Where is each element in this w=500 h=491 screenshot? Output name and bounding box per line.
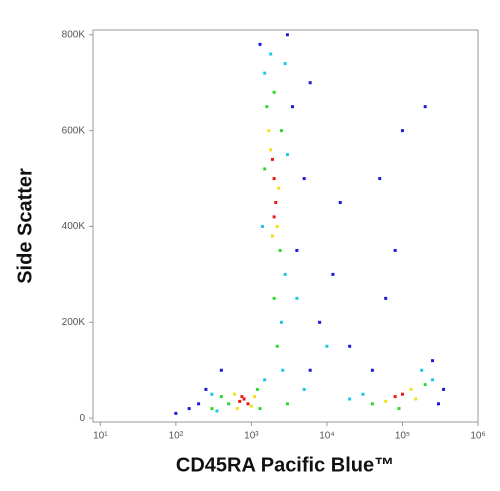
point <box>279 320 283 324</box>
point <box>269 148 273 152</box>
y-tick-label: 600K <box>62 125 86 136</box>
point <box>295 296 299 300</box>
point <box>431 378 435 382</box>
point <box>285 402 289 406</box>
point <box>393 395 397 399</box>
point <box>409 387 413 391</box>
x-tick-label: 10⁴ <box>319 431 334 442</box>
point <box>265 105 269 109</box>
x-tick-label: 10⁵ <box>395 431 410 442</box>
point <box>437 402 441 406</box>
point <box>420 368 424 372</box>
point <box>302 387 306 391</box>
point <box>270 234 274 238</box>
point <box>442 387 446 391</box>
plot-frame <box>92 29 479 423</box>
point <box>285 153 289 157</box>
point <box>295 248 299 252</box>
point <box>210 407 214 411</box>
point <box>197 402 201 406</box>
point <box>258 42 262 46</box>
point <box>267 129 271 133</box>
point <box>278 248 282 252</box>
x-axis-title: CD45RA Pacific Blue™ <box>176 454 394 476</box>
point <box>308 81 312 85</box>
point <box>227 402 231 406</box>
point <box>279 129 283 133</box>
point <box>260 224 264 228</box>
point <box>397 407 401 411</box>
point <box>384 399 388 403</box>
point <box>219 368 223 372</box>
point <box>285 33 289 37</box>
point <box>302 177 306 181</box>
point <box>240 395 244 399</box>
point <box>423 383 427 387</box>
point <box>290 105 294 109</box>
point <box>253 395 257 399</box>
point <box>275 224 279 228</box>
y-tick-label: 800K <box>62 29 86 40</box>
point <box>204 387 208 391</box>
y-axis-title: Side Scatter <box>14 168 36 284</box>
point <box>283 62 287 66</box>
point <box>274 201 278 205</box>
point <box>308 368 312 372</box>
point <box>281 368 285 372</box>
point <box>269 52 273 56</box>
point <box>263 71 267 75</box>
point <box>423 105 427 109</box>
point <box>215 409 219 413</box>
point <box>272 296 276 300</box>
point <box>378 177 382 181</box>
y-tick-label: 0 <box>79 413 85 424</box>
point <box>233 392 237 396</box>
point <box>219 395 223 399</box>
point <box>414 397 418 401</box>
point <box>249 404 253 408</box>
point <box>325 344 329 348</box>
point <box>370 402 374 406</box>
point <box>348 397 352 401</box>
point <box>275 344 279 348</box>
point <box>246 402 250 406</box>
x-tick-label: 10² <box>169 431 184 442</box>
point <box>348 344 352 348</box>
point <box>258 407 262 411</box>
point <box>272 177 276 181</box>
y-tick-label: 200K <box>62 317 86 328</box>
point <box>400 129 404 133</box>
point <box>361 392 365 396</box>
point <box>283 272 287 276</box>
point <box>270 157 274 161</box>
x-tick-label: 10¹ <box>93 431 108 442</box>
point <box>235 407 239 411</box>
point <box>338 201 342 205</box>
x-tick-label: 10⁶ <box>470 431 485 442</box>
point <box>277 186 281 190</box>
point <box>242 397 246 401</box>
point <box>400 392 404 396</box>
point <box>187 407 191 411</box>
x-tick-label: 10³ <box>244 431 259 442</box>
y-tick-label: 400K <box>62 221 86 232</box>
point <box>263 378 267 382</box>
point <box>331 272 335 276</box>
point <box>174 411 178 415</box>
point <box>263 167 267 171</box>
point <box>238 399 242 403</box>
point <box>272 215 276 219</box>
point <box>431 359 435 363</box>
point <box>210 392 214 396</box>
point <box>255 387 259 391</box>
point <box>384 296 388 300</box>
point <box>370 368 374 372</box>
point <box>393 248 397 252</box>
point <box>318 320 322 324</box>
point <box>272 90 276 94</box>
